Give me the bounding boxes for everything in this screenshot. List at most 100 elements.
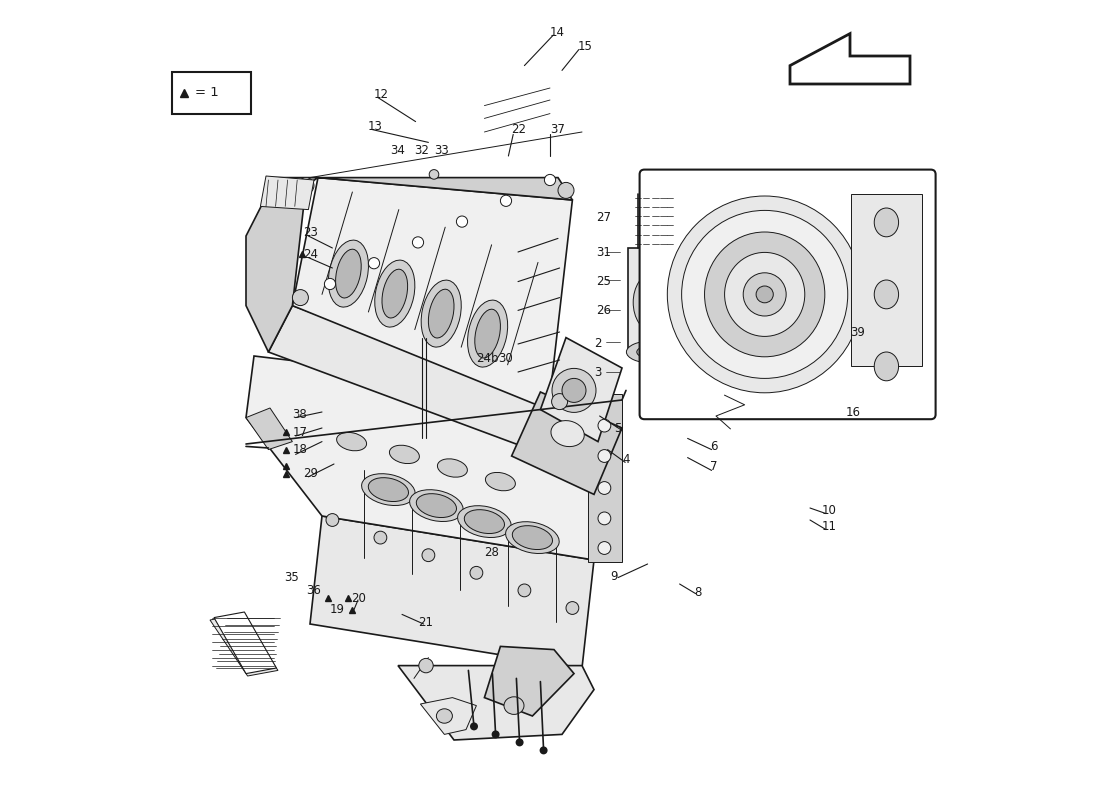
- Polygon shape: [293, 178, 572, 410]
- Polygon shape: [850, 194, 922, 366]
- Circle shape: [298, 178, 314, 194]
- Polygon shape: [261, 176, 314, 210]
- Text: 17: 17: [293, 426, 307, 438]
- Circle shape: [566, 602, 579, 614]
- Polygon shape: [214, 612, 276, 674]
- Circle shape: [544, 174, 556, 186]
- Ellipse shape: [475, 310, 500, 358]
- Circle shape: [326, 514, 339, 526]
- Ellipse shape: [485, 473, 516, 490]
- Polygon shape: [420, 698, 476, 734]
- Ellipse shape: [428, 290, 454, 338]
- Text: 23: 23: [304, 226, 319, 238]
- Ellipse shape: [756, 286, 773, 302]
- Text: 24: 24: [304, 248, 319, 261]
- Circle shape: [429, 170, 439, 179]
- Polygon shape: [398, 666, 594, 740]
- Ellipse shape: [668, 196, 862, 393]
- Circle shape: [324, 278, 336, 290]
- Text: 3: 3: [594, 366, 602, 378]
- Ellipse shape: [337, 433, 366, 450]
- Text: 32: 32: [414, 144, 429, 157]
- Ellipse shape: [438, 459, 468, 477]
- Polygon shape: [760, 260, 828, 330]
- Ellipse shape: [744, 273, 786, 316]
- Text: 18: 18: [293, 443, 307, 456]
- Circle shape: [419, 658, 433, 673]
- Polygon shape: [246, 186, 306, 352]
- Ellipse shape: [416, 494, 456, 518]
- Ellipse shape: [437, 709, 452, 723]
- Text: 10: 10: [822, 504, 837, 517]
- Circle shape: [422, 549, 435, 562]
- Text: 16: 16: [846, 406, 861, 418]
- Ellipse shape: [506, 522, 559, 554]
- Ellipse shape: [382, 270, 408, 318]
- Circle shape: [598, 512, 611, 525]
- Ellipse shape: [626, 341, 679, 363]
- Ellipse shape: [375, 260, 415, 327]
- Polygon shape: [210, 614, 278, 676]
- Circle shape: [598, 450, 611, 462]
- Ellipse shape: [562, 378, 586, 402]
- Ellipse shape: [513, 526, 552, 550]
- Text: 11: 11: [822, 520, 837, 533]
- Circle shape: [293, 290, 308, 306]
- Polygon shape: [594, 400, 621, 560]
- Polygon shape: [246, 408, 293, 450]
- Text: 24b: 24b: [476, 352, 499, 365]
- Polygon shape: [484, 646, 574, 716]
- Polygon shape: [790, 34, 910, 84]
- Text: 7: 7: [710, 460, 717, 473]
- Circle shape: [518, 584, 531, 597]
- Circle shape: [412, 237, 424, 248]
- Text: 9: 9: [610, 570, 617, 582]
- Circle shape: [814, 270, 830, 286]
- Polygon shape: [540, 338, 622, 442]
- Ellipse shape: [874, 208, 899, 237]
- Text: 4: 4: [621, 454, 629, 466]
- Text: 29: 29: [304, 467, 319, 480]
- Text: 26: 26: [596, 304, 612, 317]
- Ellipse shape: [458, 506, 512, 538]
- Text: 14: 14: [550, 26, 565, 38]
- Text: 35: 35: [285, 571, 299, 584]
- Circle shape: [598, 542, 611, 554]
- Polygon shape: [512, 392, 621, 494]
- Circle shape: [374, 531, 387, 544]
- Text: 22: 22: [512, 123, 527, 136]
- Ellipse shape: [464, 510, 505, 534]
- Ellipse shape: [368, 478, 408, 502]
- Ellipse shape: [328, 240, 369, 307]
- Circle shape: [551, 394, 568, 410]
- Ellipse shape: [637, 346, 668, 358]
- Text: = 1: = 1: [195, 86, 219, 99]
- Text: 39: 39: [850, 326, 865, 338]
- Text: 15: 15: [578, 40, 593, 53]
- Text: 30: 30: [498, 352, 513, 365]
- Ellipse shape: [362, 474, 415, 506]
- Circle shape: [598, 419, 611, 432]
- Circle shape: [492, 730, 499, 738]
- Circle shape: [598, 482, 611, 494]
- Text: 20: 20: [352, 592, 366, 605]
- Text: 8: 8: [694, 586, 702, 598]
- Text: 27: 27: [596, 211, 612, 224]
- Text: 33: 33: [434, 144, 449, 157]
- Circle shape: [456, 216, 468, 227]
- Ellipse shape: [874, 352, 899, 381]
- Circle shape: [540, 746, 548, 754]
- Polygon shape: [310, 516, 594, 668]
- Ellipse shape: [504, 697, 524, 714]
- Text: 25: 25: [596, 275, 612, 288]
- FancyBboxPatch shape: [639, 170, 936, 419]
- Circle shape: [516, 738, 524, 746]
- Text: 34: 34: [390, 144, 405, 157]
- Polygon shape: [268, 306, 572, 456]
- Text: 13: 13: [367, 120, 383, 133]
- Ellipse shape: [874, 280, 899, 309]
- Text: 31: 31: [596, 246, 612, 258]
- Text: 36: 36: [306, 584, 321, 597]
- Ellipse shape: [641, 284, 663, 320]
- Circle shape: [368, 258, 379, 269]
